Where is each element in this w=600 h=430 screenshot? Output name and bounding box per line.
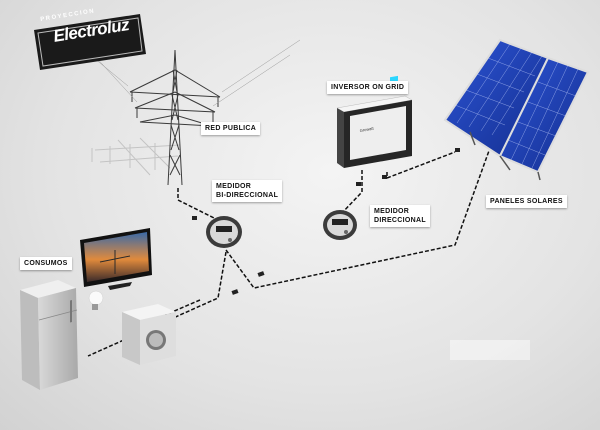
label-consumos: CONSUMOS: [20, 257, 72, 270]
cable-connectors: [192, 148, 460, 295]
brand-logo-badge: [34, 14, 146, 70]
svg-text:Growatt: Growatt: [359, 125, 375, 133]
inverter-device: Growatt: [336, 75, 413, 168]
television: [80, 228, 152, 290]
solar-panels: [443, 38, 590, 181]
tower-shadow: [91, 137, 181, 176]
label-medidor-direccional: MEDIDOR DIRECCIONAL: [370, 205, 430, 227]
label-inversor: INVERSOR ON GRID: [327, 81, 409, 94]
directional-meter: [323, 210, 357, 240]
washing-machine: [122, 304, 176, 365]
label-paneles: PANELES SOLARES: [486, 195, 567, 208]
label-medidor-bidireccional: MEDIDOR BI-DIRECCIONAL: [212, 180, 283, 202]
light-bulb: [88, 290, 104, 310]
refrigerator: [20, 280, 78, 390]
label-red-publica: RED PUBLICA: [201, 122, 261, 135]
bidirectional-meter: [206, 216, 242, 248]
floor-highlight: [450, 340, 530, 360]
